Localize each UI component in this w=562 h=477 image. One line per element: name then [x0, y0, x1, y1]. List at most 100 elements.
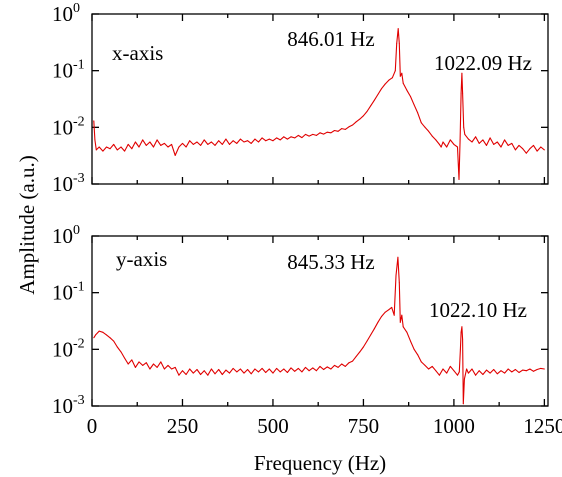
data-point: [160, 361, 162, 363]
data-point: [109, 337, 111, 339]
data-point: [457, 374, 458, 376]
y-tick-label: 10-2: [52, 114, 85, 139]
data-point: [514, 369, 516, 370]
data-point: [362, 346, 364, 348]
x-tick-label: 1000: [433, 414, 475, 438]
data-point: [388, 309, 390, 311]
data-point: [337, 130, 339, 132]
data-point: [384, 83, 386, 85]
data-point: [279, 371, 281, 373]
data-point: [391, 77, 393, 79]
data-point: [511, 142, 513, 144]
data-point: [94, 139, 96, 141]
data-point: [120, 146, 122, 148]
y-tick-label: 10-3: [52, 393, 85, 418]
data-point: [134, 141, 136, 143]
data-point: [417, 112, 419, 114]
data-point: [113, 143, 115, 145]
data-point: [460, 92, 462, 94]
data-point: [200, 144, 202, 146]
data-point: [265, 372, 267, 373]
data-point: [402, 326, 404, 328]
data-point: [272, 372, 274, 374]
data-point: [131, 359, 133, 361]
x-tick-label: 250: [167, 414, 199, 438]
data-point: [478, 142, 480, 144]
data-point: [453, 370, 455, 372]
data-point: [475, 136, 477, 138]
y-tick-label: 10-2: [52, 336, 85, 361]
data-point: [475, 374, 477, 376]
peak-label: 845.33 Hz: [287, 250, 375, 274]
series-points: [93, 28, 545, 180]
data-point: [192, 372, 194, 374]
data-point: [315, 370, 317, 372]
data-point: [294, 370, 296, 372]
data-point: [116, 346, 118, 348]
data-point: [279, 139, 281, 141]
data-point: [250, 373, 252, 375]
data-point: [214, 373, 216, 375]
data-point: [225, 138, 227, 140]
data-point: [301, 137, 303, 139]
data-point: [438, 374, 440, 376]
data-point: [167, 364, 169, 366]
data-point: [373, 99, 375, 101]
y-tick-labels: 100 10-1 10-2 10-3: [52, 1, 85, 196]
data-point: [286, 138, 288, 140]
x-tick-label: 750: [348, 414, 380, 438]
data-point: [297, 367, 299, 369]
data-point: [189, 140, 191, 142]
data-point: [458, 179, 460, 180]
data-point: [381, 316, 382, 317]
series-points: [93, 256, 545, 405]
data-point: [459, 139, 461, 141]
data-point: [391, 306, 393, 308]
data-point: [393, 314, 395, 316]
data-point: [341, 128, 343, 130]
data-point: [522, 148, 524, 150]
data-point: [373, 328, 375, 330]
data-point: [457, 146, 458, 148]
data-point: [149, 368, 151, 370]
data-point: [160, 144, 162, 146]
data-point: [221, 374, 223, 375]
data-point: [276, 367, 278, 369]
chart-panel-x-axis: 100 10-1 10-2 10-3 x-axis 846.01 Hz 1022.09…: [52, 1, 549, 196]
data-point: [258, 141, 259, 143]
y-axis-title: Amplitude (a.u.): [15, 155, 39, 294]
data-point: [156, 366, 158, 368]
data-point: [464, 133, 466, 135]
data-point: [167, 146, 169, 148]
data-point: [261, 367, 263, 369]
data-point: [471, 141, 473, 143]
data-point: [236, 142, 238, 144]
data-point: [467, 372, 469, 374]
data-point: [221, 143, 223, 145]
data-point: [290, 136, 292, 138]
data-point: [507, 144, 509, 146]
data-point: [145, 144, 147, 146]
data-point: [95, 334, 97, 336]
data-point: [106, 146, 107, 148]
data-point: [171, 143, 173, 145]
data-point: [449, 365, 451, 367]
data-point: [362, 115, 364, 117]
data-point: [106, 334, 107, 336]
data-point: [93, 120, 95, 122]
data-point: [334, 130, 335, 131]
data-point: [507, 368, 509, 370]
data-point: [417, 354, 419, 356]
y-tick-label: 100: [52, 1, 80, 26]
data-point: [466, 368, 468, 370]
data-point: [247, 369, 249, 370]
data-point: [203, 370, 205, 372]
data-point: [174, 154, 176, 156]
data-point: [406, 89, 408, 91]
data-point: [453, 143, 455, 145]
data-point: [536, 369, 538, 370]
data-point: [153, 363, 154, 365]
data-point: [239, 368, 241, 370]
data-point: [540, 367, 542, 369]
data-point: [525, 152, 527, 154]
